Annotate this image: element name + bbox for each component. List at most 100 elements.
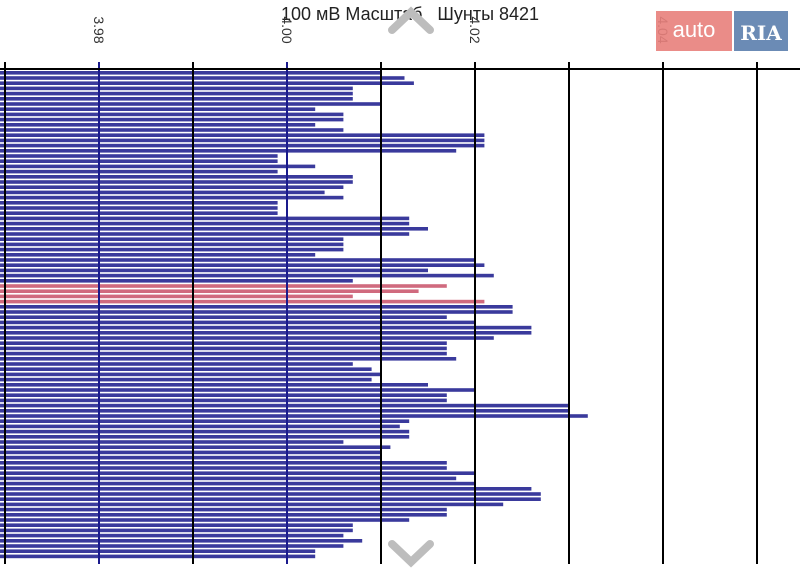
gridlines-group (4, 62, 758, 564)
bar (0, 351, 447, 356)
bar (0, 76, 405, 80)
bar (0, 117, 344, 122)
bar (0, 481, 475, 486)
bar (0, 112, 344, 117)
logo-text-ria: RIA (734, 11, 788, 51)
bar (0, 227, 428, 231)
bar (0, 299, 485, 304)
bar (0, 86, 353, 91)
bar (0, 216, 410, 221)
bar (0, 492, 541, 496)
bar (0, 554, 316, 559)
bar (0, 409, 569, 413)
x-tick-label: 4.00 (279, 16, 295, 43)
bar (0, 372, 381, 377)
bar (0, 185, 344, 189)
bar (0, 513, 447, 517)
bar (0, 497, 541, 501)
bar (0, 476, 457, 481)
bar (0, 414, 588, 418)
bar (0, 466, 447, 470)
bar (0, 232, 410, 236)
bar (0, 346, 447, 351)
bar (0, 242, 344, 247)
bar (0, 237, 344, 241)
chart-title: 100 мВ Масштаб Шунты 8421 (280, 4, 540, 24)
bar (0, 128, 344, 132)
bar (0, 357, 457, 361)
bar (0, 502, 504, 507)
bar (0, 320, 475, 325)
bar (0, 455, 381, 460)
bar (0, 315, 447, 319)
bar (0, 429, 410, 434)
bar (0, 107, 316, 111)
bar (0, 305, 513, 309)
bar (0, 175, 353, 179)
bar (0, 461, 447, 465)
bar (0, 253, 316, 257)
bar (0, 471, 475, 475)
bar (0, 336, 494, 340)
logo-text-auto: auto (656, 11, 732, 51)
bars-group (0, 71, 588, 559)
bar (0, 310, 513, 314)
x-tick-label: 3.98 (91, 16, 107, 43)
x-tick-label: 4.02 (467, 16, 483, 43)
bar (0, 138, 485, 143)
bar (0, 362, 353, 366)
bar (0, 544, 344, 548)
bar (0, 195, 344, 200)
bar (0, 123, 316, 127)
autoria-logo: auto RIA (656, 11, 788, 51)
bar (0, 206, 278, 210)
bar (0, 211, 278, 215)
bar (0, 507, 447, 512)
bar (0, 367, 372, 371)
bar (0, 164, 316, 169)
bar (0, 393, 447, 397)
bar (0, 133, 485, 137)
bar (0, 143, 485, 148)
bar (0, 533, 344, 538)
chevron-up-icon[interactable] (388, 4, 434, 36)
bar (0, 201, 278, 205)
bar (0, 518, 410, 522)
bar (0, 383, 428, 387)
bar (0, 91, 353, 96)
bar (0, 247, 344, 252)
bar (0, 388, 475, 392)
bar (0, 539, 363, 543)
bar (0, 435, 410, 439)
bar (0, 180, 353, 184)
bar (0, 341, 447, 345)
bar (0, 102, 381, 106)
bar (0, 154, 278, 158)
bar (0, 294, 353, 299)
bar (0, 424, 400, 429)
bar (0, 221, 410, 226)
bar (0, 325, 532, 330)
bar (0, 528, 353, 533)
bar (0, 149, 457, 153)
bar (0, 377, 372, 382)
bar (0, 284, 447, 288)
bar (0, 398, 447, 403)
bar (0, 81, 414, 85)
bar (0, 71, 381, 75)
bar (0, 97, 353, 101)
bar (0, 190, 325, 195)
bar (0, 169, 278, 174)
chevron-down-icon[interactable] (388, 538, 434, 570)
ticks-group: 3.984.004.024.04 (91, 16, 671, 43)
bar (0, 523, 353, 527)
bar (0, 268, 428, 273)
bar (0, 331, 532, 335)
bar (0, 289, 419, 293)
bar (0, 273, 494, 278)
bar (0, 450, 381, 455)
bar (0, 258, 475, 262)
bar (0, 440, 344, 444)
bar (0, 549, 316, 553)
